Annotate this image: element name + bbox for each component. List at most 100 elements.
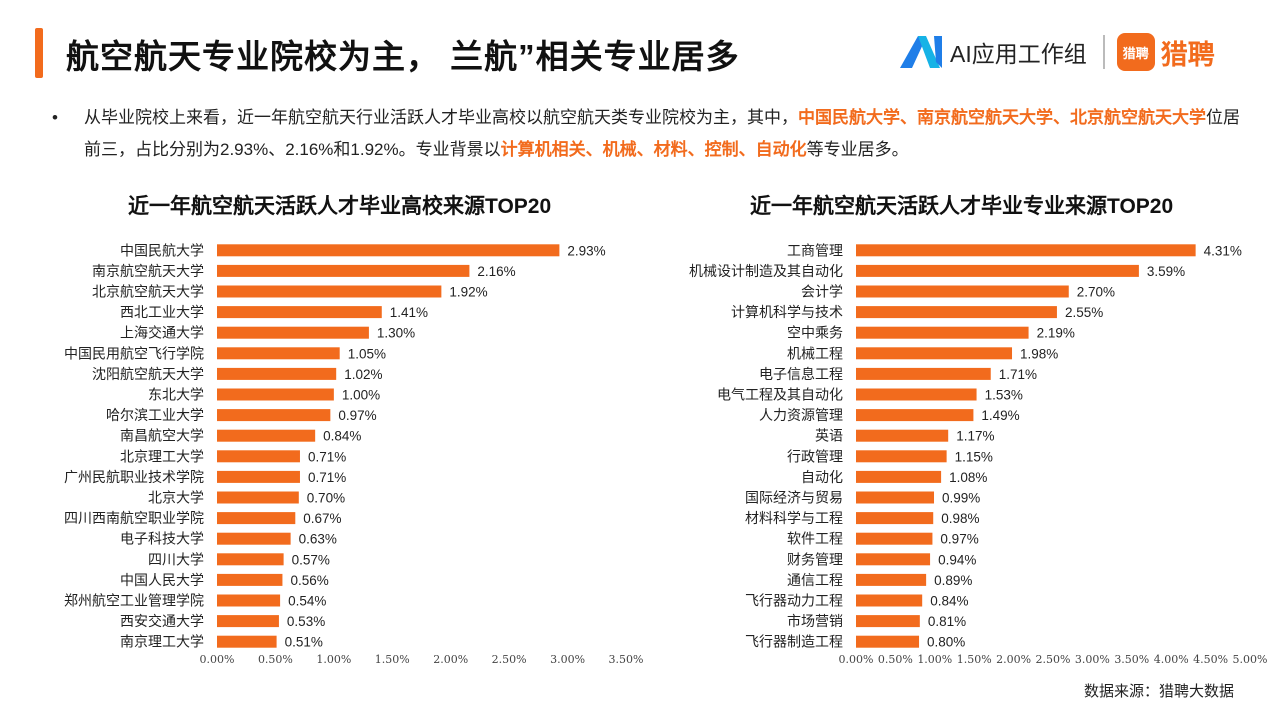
summary-highlight-schools: 中国民航大学、南京航空航天大学、北京航空航天大学 [798,108,1206,127]
majors-bar-chart: 工商管理 4.31% 机械设计制造及其自动化 3.59% 会计学 2.70% 计算机科学与技… [689,242,1268,666]
category-label: 机械工程 [787,345,843,361]
data-label: 0.98% [941,511,979,526]
data-label: 1.30% [377,326,415,341]
category-label: 东北大学 [148,387,204,403]
data-label: 0.53% [287,614,325,629]
bar-group: 南京航空航天大学 2.16% [92,263,516,279]
bar-group: 软件工程 0.97% [787,531,979,547]
bar-group: 电子信息工程 1.71% [759,366,1037,382]
category-label: 自动化 [801,469,843,485]
bar [856,388,977,401]
data-label: 2.70% [1077,285,1115,300]
bar-group: 南昌航空大学 0.84% [120,428,361,444]
chart-title-schools: 近一年航空航天活跃人才毕业高校来源TOP20 [128,195,552,218]
bar [856,409,974,422]
category-label: 沈阳航空航天大学 [92,366,204,382]
bar [856,615,920,628]
x-tick-label: 2.50% [492,653,527,666]
bar [856,470,942,483]
bar [217,326,369,339]
bar [217,347,340,360]
bar [217,264,470,277]
bar-group: 四川西南航空职业学院 0.67% [64,510,342,526]
x-tick-label: 3.50% [1114,653,1149,666]
data-label: 0.99% [942,491,980,506]
bar [217,615,279,628]
bar-group: 中国民航大学 2.93% [120,242,606,258]
x-tick-label: 3.00% [550,653,585,666]
bar-group: 飞行器动力工程 0.84% [745,593,968,609]
category-label: 市场营销 [787,613,843,629]
x-tick-label: 0.50% [878,653,913,666]
liepin-brand-name: 猎聘 [1160,39,1215,70]
data-label: 1.05% [348,346,386,361]
category-label: 中国民航大学 [120,242,204,258]
data-label: 0.81% [928,614,966,629]
ai-logo-icon [900,36,942,68]
data-label: 1.15% [955,449,993,464]
category-label: 国际经济与贸易 [745,490,843,506]
bar [217,532,291,545]
data-label: 0.57% [292,552,330,567]
category-label: 中国人民大学 [120,572,204,588]
bar [856,635,920,648]
data-label: 0.54% [288,594,326,609]
bar-group: 机械设计制造及其自动化 3.59% [689,263,1185,279]
bar-group: 材料科学与工程 0.98% [745,510,980,526]
chart-title-majors: 近一年航空航天活跃人才毕业专业来源TOP20 [750,195,1174,218]
data-label: 1.49% [981,408,1019,423]
x-tick-label: 5.00% [1233,653,1268,666]
category-label: 西安交通大学 [120,613,204,629]
bar [856,367,991,380]
category-label: 四川西南航空职业学院 [64,510,204,526]
bar [217,594,281,607]
category-label: 哈尔滨工业大学 [106,407,204,423]
x-tick-label: 1.00% [316,653,351,666]
data-label: 2.55% [1065,305,1103,320]
summary-part: 从毕业院校上来看，近一年航空航天行业活跃人才毕业高校以航空航天类专业院校为主，其… [84,108,798,127]
data-label: 1.41% [390,305,428,320]
bar [856,532,933,545]
category-label: 上海交通大学 [120,325,204,341]
bar-group: 南京理工大学 0.51% [120,634,323,650]
category-label: 北京理工大学 [120,448,204,464]
category-label: 北京航空航天大学 [92,284,204,300]
bar-group: 国际经济与贸易 0.99% [745,490,980,506]
data-label: 0.97% [338,408,376,423]
category-label: 电子科技大学 [120,531,204,547]
liepin-logo-text: 猎聘 [1122,45,1149,61]
bar-group: 中国民用航空飞行学院 1.05% [64,345,386,361]
category-label: 财务管理 [787,551,843,567]
data-label: 0.89% [934,573,972,588]
bar [856,512,934,525]
data-label: 4.31% [1204,243,1242,258]
category-label: 飞行器动力工程 [745,593,843,609]
bar [856,573,927,586]
category-label: 材料科学与工程 [745,510,843,526]
data-label: 0.63% [299,532,337,547]
bar-group: 会计学 2.70% [801,284,1115,300]
category-label: 郑州航空工业管理学院 [64,593,204,609]
category-label: 软件工程 [787,531,843,547]
data-label: 1.00% [342,388,380,403]
bar-group: 北京理工大学 0.71% [120,448,346,464]
summary-bullet: • [52,108,58,127]
bar-group: 中国人民大学 0.56% [120,572,329,588]
x-tick-label: 2.00% [996,653,1031,666]
bar-group: 四川大学 0.57% [148,551,330,567]
bar [217,306,382,319]
summary-part: 等专业居多。 [806,140,909,159]
bar-group: 空中乘务 2.19% [787,325,1075,341]
category-label: 广州民航职业技术学院 [64,469,204,485]
bar-group: 机械工程 1.98% [787,345,1058,361]
bar-group: 北京大学 0.70% [148,490,345,506]
category-label: 南京理工大学 [120,634,204,650]
x-tick-label: 1.50% [957,653,992,666]
category-label: 英语 [815,428,843,444]
category-label: 行政管理 [787,448,843,464]
bar [217,553,284,566]
bar [217,285,442,298]
bar-group: 计算机科学与技术 2.55% [731,304,1103,320]
bar-group: 财务管理 0.94% [787,551,976,567]
bar-group: 北京航空航天大学 1.92% [92,284,488,300]
